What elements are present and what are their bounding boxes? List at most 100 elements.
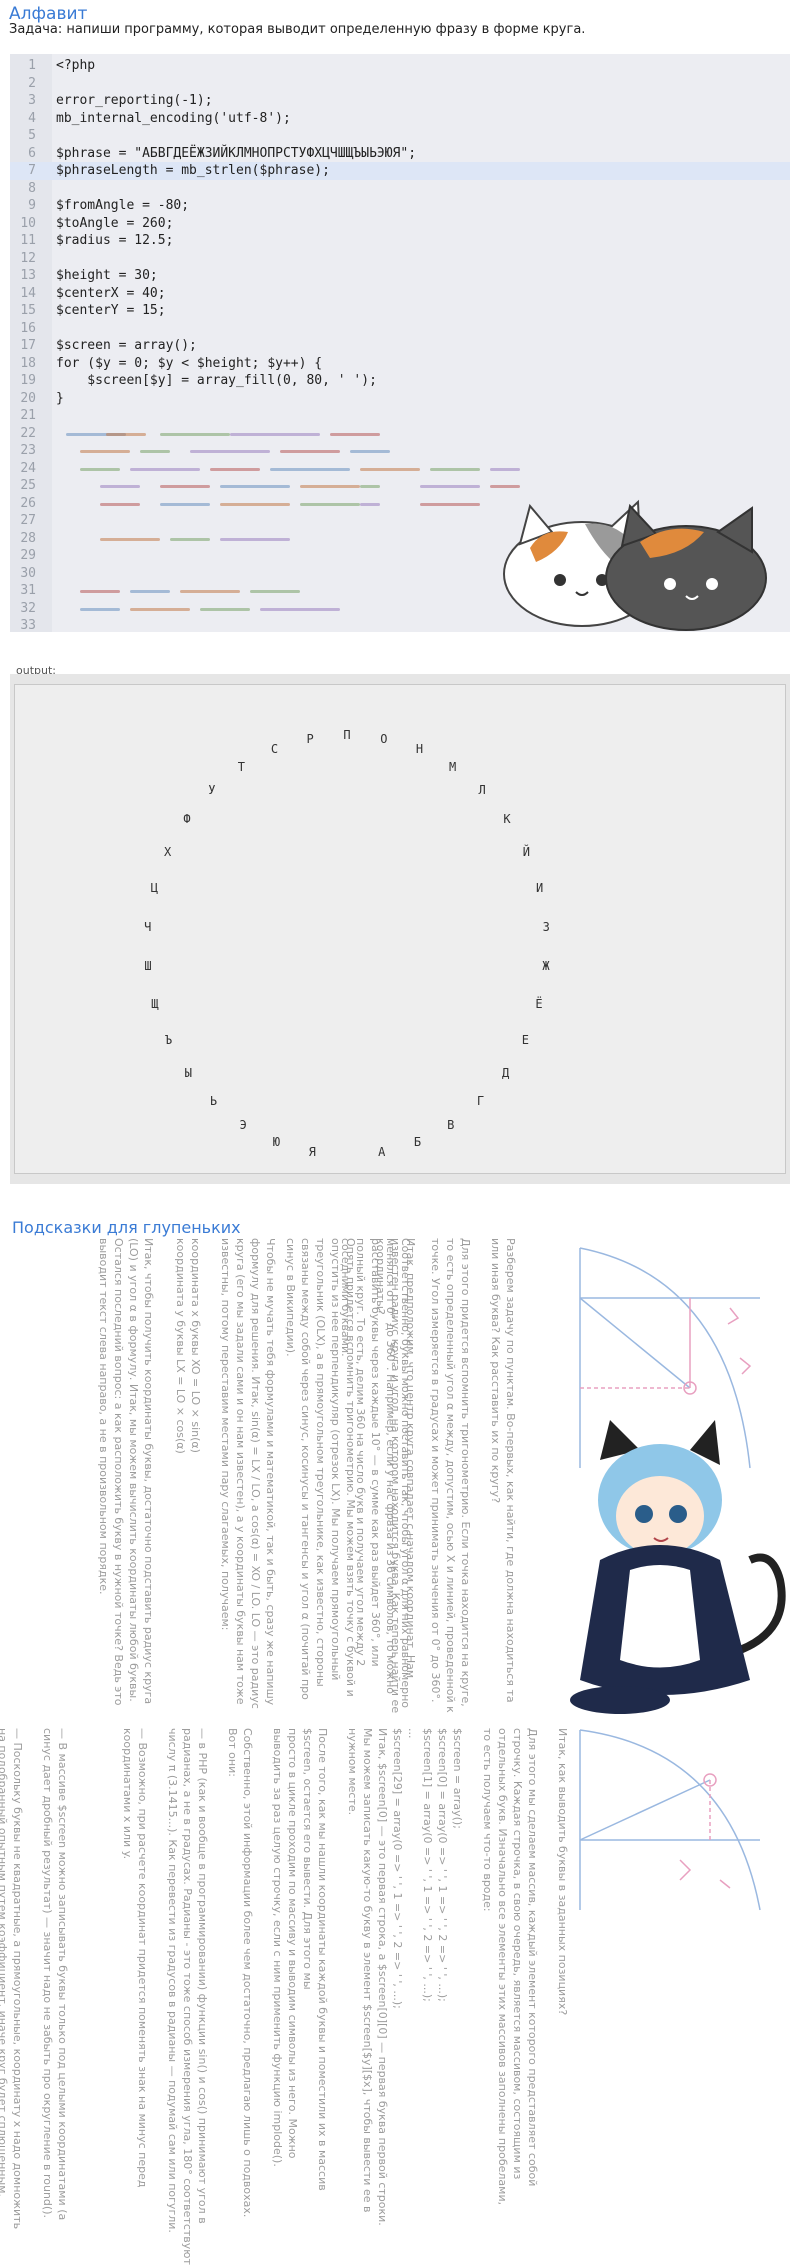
task-description: Задача: напиши программу, которая выводи… bbox=[9, 22, 586, 37]
blurred-code-stroke bbox=[190, 450, 270, 453]
code-text: } bbox=[56, 390, 64, 406]
code-line[interactable]: 18 for ($y = 0; $y < $height; $y++) { bbox=[10, 355, 790, 373]
code-line[interactable]: 29 bbox=[10, 547, 790, 565]
blurred-code-stroke bbox=[130, 607, 190, 611]
blurred-code-stroke bbox=[66, 432, 126, 436]
circle-letter: Т bbox=[237, 759, 245, 774]
hint-column: Итак, чтобы получить координаты буквы, д… bbox=[97, 1238, 155, 1706]
circle-letter: З bbox=[542, 919, 550, 934]
code-line[interactable]: 33 bbox=[10, 617, 790, 635]
line-number: 24 bbox=[20, 460, 36, 476]
circle-letter: К bbox=[503, 811, 511, 826]
code-line[interactable]: 28 bbox=[10, 530, 790, 548]
hint-column: Итак, $screen[0] — это первая строка, а … bbox=[226, 1728, 389, 2226]
circle-letter: С bbox=[270, 742, 279, 757]
line-number: 23 bbox=[20, 443, 36, 458]
code-line[interactable]: 8 bbox=[10, 180, 790, 198]
circle-letter: Д bbox=[502, 1065, 510, 1080]
code-line[interactable]: 25 bbox=[10, 477, 790, 495]
code-line[interactable]: 23 bbox=[10, 442, 790, 460]
code-line[interactable]: 4 mb_internal_encoding('utf-8'); bbox=[10, 110, 790, 128]
blurred-code-stroke bbox=[210, 467, 260, 471]
blurred-code-stroke bbox=[100, 502, 140, 506]
line-number-gutter bbox=[10, 54, 52, 632]
blurred-code-stroke bbox=[300, 502, 360, 506]
code-line[interactable]: 19 $screen[$y] = array_fill(0, 80, ' '); bbox=[10, 372, 790, 390]
blurred-code-stroke bbox=[360, 485, 380, 488]
circle-letter: Ф bbox=[183, 811, 191, 826]
code-line[interactable]: 10 $toAngle = 260; bbox=[10, 215, 790, 233]
blurred-code-stroke bbox=[220, 502, 290, 506]
line-number: 31 bbox=[20, 583, 36, 598]
circle-letter: Ш bbox=[144, 958, 152, 973]
line-number: 17 bbox=[20, 338, 36, 353]
blurred-code-stroke bbox=[490, 467, 520, 471]
line-number: 33 bbox=[20, 618, 36, 633]
code-line[interactable]: 22 bbox=[10, 425, 790, 443]
blurred-code-stroke bbox=[420, 502, 480, 506]
circle-letter: У bbox=[208, 783, 216, 798]
circle-letter: Й bbox=[522, 845, 530, 860]
hint-column: Итак, как выводить буквы в заданных пози… bbox=[391, 1728, 569, 2206]
blurred-code-stroke bbox=[300, 485, 360, 488]
geometry-sketch-top bbox=[579, 1247, 760, 1469]
circle-letter: Е bbox=[521, 1032, 530, 1047]
code-line[interactable]: 1 <?php bbox=[10, 57, 790, 75]
code-line[interactable]: 6 $phrase = "АБВГДЕЁЖЗИЙКЛМНОПРСТУФХЦЧШЩЪ… bbox=[10, 145, 790, 163]
code-line[interactable]: 16 bbox=[10, 320, 790, 338]
code-line[interactable]: 15 $centerY = 15; bbox=[10, 302, 790, 320]
blurred-code-stroke bbox=[130, 467, 200, 471]
line-number: 7 bbox=[28, 163, 36, 178]
code-text: for ($y = 0; $y < $height; $y++) { bbox=[56, 355, 323, 371]
line-number: 27 bbox=[20, 513, 36, 528]
code-line[interactable]: 11 $radius = 12.5; bbox=[10, 232, 790, 250]
code-line[interactable]: 20} bbox=[10, 390, 790, 408]
cat-girl-illustration bbox=[570, 1420, 786, 1714]
circle-letter: Н bbox=[415, 742, 424, 757]
code-line[interactable]: 24 bbox=[10, 460, 790, 478]
line-number: 22 bbox=[20, 425, 36, 441]
circle-letter: П bbox=[343, 728, 351, 742]
code-line[interactable]: 17 $screen = array(); bbox=[10, 337, 790, 355]
code-line[interactable]: 12 bbox=[10, 250, 790, 268]
code-line[interactable]: 5 bbox=[10, 127, 790, 145]
code-text: $radius = 12.5; bbox=[56, 233, 174, 248]
hint-column: — В массиве $screen можно записывать бук… bbox=[0, 1728, 69, 2230]
code-text: mb_internal_encoding('utf-8'); bbox=[56, 110, 291, 126]
code-line[interactable]: 13 $height = 30; bbox=[10, 267, 790, 285]
blurred-code-stroke bbox=[130, 590, 170, 593]
blurred-code-stroke bbox=[80, 450, 130, 453]
circle-letter: Ы bbox=[184, 1065, 192, 1080]
line-number: 32 bbox=[20, 600, 36, 616]
code-line[interactable]: 2 bbox=[10, 75, 790, 93]
code-line[interactable]: 14 $centerX = 40; bbox=[10, 285, 790, 303]
circle-letter: Б bbox=[413, 1134, 422, 1149]
code-line[interactable]: 7 $phraseLength = mb_strlen($phrase); bbox=[10, 162, 790, 180]
blurred-code-stroke bbox=[220, 485, 290, 488]
cats-illustration bbox=[503, 499, 767, 631]
code-line[interactable]: 9 $fromAngle = -80; bbox=[10, 197, 790, 215]
code-line[interactable]: 30 bbox=[10, 565, 790, 583]
code-line[interactable]: 27 bbox=[10, 512, 790, 530]
code-line[interactable]: 32 bbox=[10, 600, 790, 618]
blurred-code-stroke bbox=[80, 467, 120, 471]
hints-title: Подсказки для глупеньких bbox=[12, 1218, 241, 1237]
blurred-code-stroke bbox=[100, 537, 160, 541]
code-line[interactable]: 31 bbox=[10, 582, 790, 600]
blurred-code-stroke bbox=[80, 590, 120, 593]
code-editor[interactable]: 1 <?php 2 3 error_reporting(-1); 4 mb_internal… bbox=[10, 54, 790, 635]
code-text: $height = 30; bbox=[56, 268, 158, 283]
hint-column: — в PHP (как и вообще в программировании… bbox=[121, 1728, 209, 2265]
code-line[interactable]: 21 bbox=[10, 407, 790, 425]
line-number: 15 bbox=[20, 303, 36, 318]
code-line[interactable]: 3 error_reporting(-1); bbox=[10, 92, 790, 110]
blurred-code-stroke bbox=[270, 467, 350, 471]
line-number: 21 bbox=[20, 408, 36, 423]
code-text: $centerY = 15; bbox=[56, 303, 166, 318]
blurred-code-stroke bbox=[200, 607, 250, 611]
code-line[interactable]: 26 bbox=[10, 495, 790, 513]
circle-letter: Ц bbox=[150, 881, 159, 896]
circle-letter: Ё bbox=[535, 996, 543, 1011]
output-box[interactable] bbox=[14, 684, 786, 1174]
blurred-code-stroke bbox=[160, 502, 210, 506]
